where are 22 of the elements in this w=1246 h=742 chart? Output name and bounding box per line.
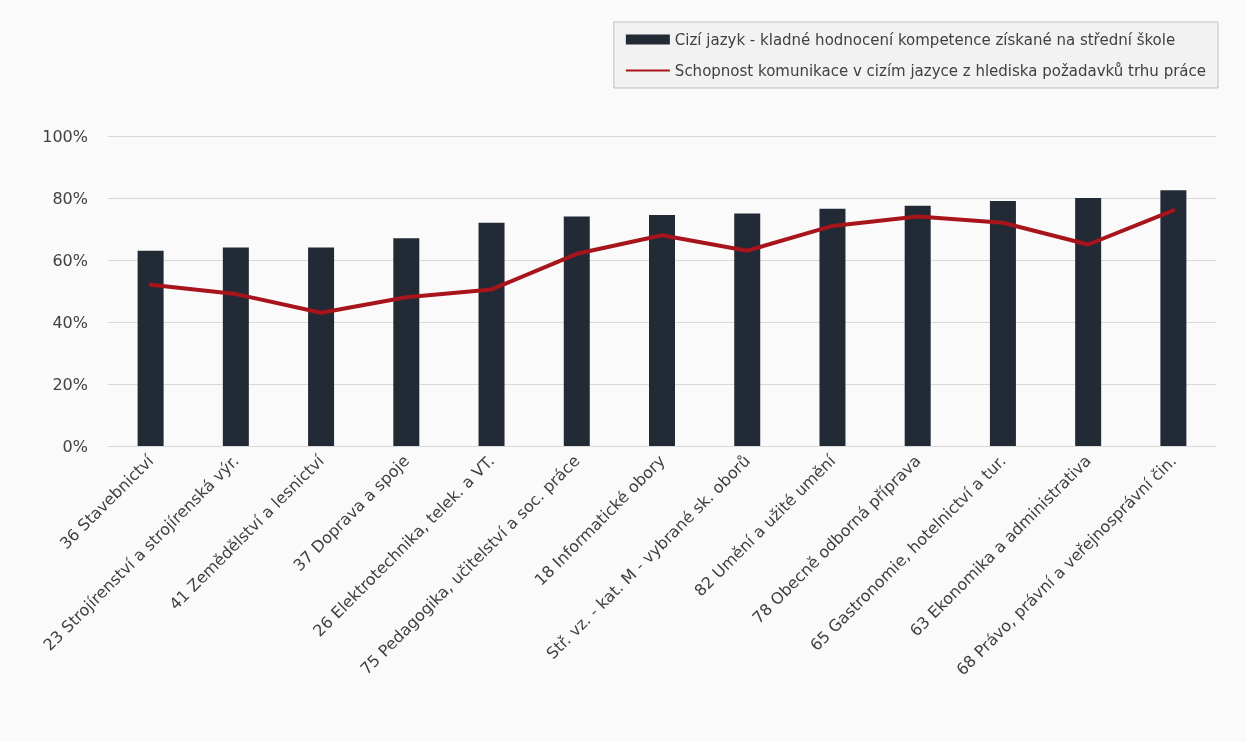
bar bbox=[478, 222, 505, 446]
bar bbox=[904, 205, 931, 446]
bar bbox=[1160, 190, 1187, 446]
y-tick-label: 100% bbox=[42, 126, 88, 146]
bar bbox=[734, 213, 761, 446]
bar bbox=[308, 247, 335, 446]
y-tick-label: 40% bbox=[52, 312, 88, 332]
bar bbox=[393, 238, 420, 446]
legend-label: Schopnost komunikace v cizím jazyce z hlediska požadavků trhu práce bbox=[674, 61, 1207, 80]
y-tick-label: 20% bbox=[52, 374, 88, 394]
bar bbox=[222, 247, 249, 446]
bar bbox=[989, 201, 1016, 446]
y-tick-label: 60% bbox=[52, 250, 88, 270]
line-series bbox=[148, 208, 1176, 315]
bar bbox=[137, 250, 164, 446]
bar bbox=[819, 208, 846, 446]
y-tick-label: 80% bbox=[52, 188, 88, 208]
bar bbox=[649, 215, 675, 446]
y-tick-label: 0% bbox=[62, 436, 88, 456]
bar bbox=[1075, 198, 1102, 446]
bar bbox=[563, 216, 590, 446]
legend-label: Cizí jazyk - kladné hodnocení kompetence získané na střední škole bbox=[674, 30, 1176, 49]
